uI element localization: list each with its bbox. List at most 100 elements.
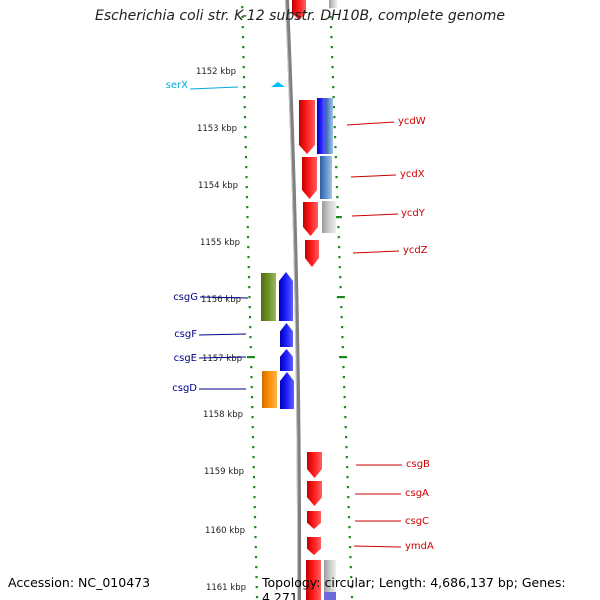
gene-label-csgD: csgD (172, 383, 197, 394)
minor-tick (249, 346, 252, 349)
minor-tick (243, 106, 246, 109)
gene-block-serX (271, 82, 285, 87)
leader-line-serX (189, 86, 239, 90)
minor-tick (244, 126, 247, 129)
gene-label-csgB: csgB (406, 459, 430, 470)
kbp-label: 1152 kbp (196, 67, 236, 77)
minor-tick (248, 296, 251, 299)
minor-tick (255, 576, 258, 579)
minor-tick (343, 386, 346, 389)
minor-tick (350, 576, 353, 579)
minor-tick (247, 276, 251, 279)
gene-block-blue-a (317, 98, 325, 154)
minor-tick (331, 56, 334, 59)
minor-tick (252, 446, 255, 449)
minor-tick (342, 366, 345, 369)
kbp-label: 1161 kbp (206, 583, 246, 593)
minor-tick (349, 566, 352, 569)
minor-tick (341, 336, 344, 339)
minor-tick (245, 176, 248, 179)
minor-tick (253, 516, 257, 519)
minor-tick (345, 456, 348, 459)
gene-label-ycdX: ycdX (400, 169, 425, 180)
minor-tick (244, 156, 248, 159)
left-tick-column (241, 6, 259, 599)
minor-tick (340, 316, 343, 319)
minor-tick (331, 66, 334, 69)
minor-tick (338, 266, 341, 269)
minor-tick (339, 276, 342, 279)
minor-tick (344, 436, 348, 439)
minor-tick (254, 526, 257, 529)
gene-block-ycdZ (305, 240, 319, 267)
gene-block-top-gray (329, 0, 337, 8)
minor-tick (334, 156, 337, 159)
minor-tick (255, 586, 258, 589)
minor-tick (249, 326, 252, 329)
minor-tick (346, 466, 349, 469)
minor-tick (254, 556, 258, 559)
minor-tick (250, 396, 254, 399)
gene-block-top-red (292, 0, 306, 20)
minor-tick (248, 306, 251, 309)
gene-label-serX: serX (166, 80, 188, 91)
minor-tick (332, 86, 335, 89)
minor-tick (246, 236, 250, 239)
minor-tick (332, 96, 335, 99)
leader-line-csgE (198, 356, 247, 359)
leader-line-ycdY (351, 213, 399, 217)
minor-tick (347, 506, 350, 509)
minor-tick (348, 526, 351, 529)
minor-tick (345, 446, 348, 449)
gene-block-ycdW (299, 100, 315, 154)
gene-block-csgD (280, 372, 294, 409)
genome-backbone-highlight (285, 0, 299, 600)
minor-tick (333, 126, 336, 129)
minor-tick (252, 456, 255, 459)
minor-tick (248, 286, 251, 289)
minor-tick (347, 516, 351, 519)
leader-line-csgG (199, 296, 249, 299)
minor-tick (335, 176, 338, 179)
gene-label-csgG: csgG (173, 292, 198, 303)
kbp-label: 1155 kbp (200, 238, 240, 248)
minor-tick (343, 406, 347, 409)
gene-block-csgF (280, 323, 293, 347)
kbp-label: 1158 kbp (203, 410, 243, 420)
minor-tick (253, 486, 256, 489)
gene-label-csgA: csgA (405, 488, 429, 499)
gene-label-ymdA: ymdA (405, 541, 434, 552)
gene-block-bottom-red (306, 560, 321, 600)
minor-tick (341, 346, 344, 349)
minor-tick (340, 326, 344, 329)
gene-label-ycdY: ycdY (401, 208, 426, 219)
minor-tick (344, 416, 347, 419)
kbp-label: 1157 kbp (202, 354, 242, 364)
minor-tick (339, 286, 342, 289)
gene-block-csgA (307, 481, 322, 506)
gene-block-bottom-purple (324, 592, 336, 600)
gene-block-ymdA (307, 537, 321, 555)
minor-tick (331, 76, 334, 79)
minor-tick (250, 366, 253, 369)
minor-tick (344, 426, 347, 429)
minor-tick (247, 256, 250, 259)
minor-tick (348, 536, 351, 539)
gene-block-csgG (279, 272, 293, 321)
minor-tick (253, 496, 256, 499)
leader-line-csgF (198, 333, 247, 336)
leader-line-ycdW (346, 121, 395, 126)
kbp-label: 1153 kbp (197, 124, 237, 134)
gene-block-ycdY (303, 202, 318, 236)
minor-tick (347, 496, 350, 499)
minor-tick (243, 86, 246, 89)
minor-tick (248, 316, 252, 319)
minor-tick (349, 546, 352, 549)
minor-tick (329, 16, 332, 19)
leader-line-ycdZ (352, 250, 400, 254)
minor-tick (329, 26, 333, 29)
major-tick (246, 356, 255, 359)
minor-tick (251, 426, 254, 429)
